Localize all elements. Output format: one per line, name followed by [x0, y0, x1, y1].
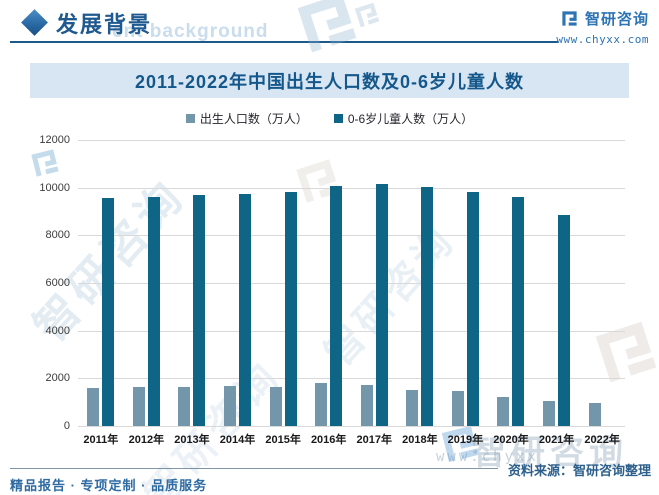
y-tick-label: 0	[63, 420, 70, 432]
x-tick-label: 2016年	[310, 434, 347, 446]
bar-group-2017年	[351, 140, 397, 426]
gridline	[78, 426, 625, 427]
bar	[421, 187, 434, 426]
bar-group-2014年	[215, 140, 261, 426]
bar	[558, 214, 571, 426]
x-tick-label: 2014年	[219, 434, 256, 446]
brand-url-link[interactable]: www.chyxx.com	[556, 33, 649, 46]
diamond-bullet-icon	[21, 9, 48, 36]
x-tick-label: 2022年	[584, 434, 620, 446]
bar	[360, 384, 373, 426]
bar	[102, 198, 115, 426]
bar-group-2015年	[260, 140, 306, 426]
bar	[451, 391, 464, 426]
bar	[588, 403, 601, 426]
gridline	[78, 235, 625, 237]
x-tick-label: 2019年	[447, 434, 484, 446]
bar	[284, 192, 297, 426]
bar	[497, 397, 510, 426]
gridline	[78, 283, 625, 284]
y-tick-label: 4000	[45, 324, 70, 337]
chart-title-band: 2011-2022年中国出生人口数及0-6岁儿童人数	[30, 63, 629, 98]
x-tick-label: 2011年	[83, 434, 119, 446]
gridline	[78, 140, 625, 141]
legend-swatch-icon	[185, 114, 195, 123]
bar	[193, 194, 206, 426]
footer-tagline: 精品报告 · 专项定制 · 品质服务	[10, 478, 208, 493]
bar	[224, 385, 237, 426]
bar	[147, 196, 160, 426]
legend-item: 0-6岁儿童人数（万人）	[333, 110, 474, 127]
brand-logo-icon	[560, 9, 579, 28]
bar	[466, 191, 479, 426]
footer-divider	[10, 468, 498, 469]
bar	[330, 186, 343, 426]
bar-group-2016年	[306, 140, 352, 426]
bar-series-container	[78, 140, 625, 426]
gridline	[78, 330, 625, 332]
y-tick-label: 8000	[45, 229, 70, 242]
watermark-logo-icon	[288, 0, 366, 62]
bar-group-2012年	[124, 140, 170, 426]
x-tick-label: 2017年	[356, 434, 392, 446]
y-tick-label: 2000	[45, 372, 70, 385]
x-axis-labels: 2011年 2012年 2013年 2014年 2015年 2016年 2017年 2018年…	[78, 431, 625, 447]
source-note: 资料来源：智研咨询整理	[507, 463, 651, 478]
y-tick-label: 6000	[45, 277, 70, 289]
bar	[315, 383, 328, 426]
x-tick-label: 2013年	[174, 434, 210, 446]
y-tick-label: 12000	[39, 134, 70, 146]
bar	[375, 183, 388, 426]
bar-group-2011年	[78, 140, 124, 426]
chart-legend: 出生人口数（万人） 0-6岁儿童人数（万人）	[0, 110, 659, 127]
bar-group-2022年	[579, 140, 625, 426]
legend-item: 出生人口数（万人）	[185, 110, 308, 127]
bar	[239, 193, 252, 426]
x-tick-label: 2018年	[402, 434, 438, 446]
header-divider	[10, 41, 558, 43]
bar-group-2013年	[169, 140, 215, 426]
x-tick-label: 2020年	[493, 434, 529, 446]
bar	[269, 386, 282, 426]
x-tick-label: 2015年	[265, 434, 301, 446]
gridline	[78, 378, 625, 380]
brand-block: 智研咨询 www.chyxx.com	[556, 8, 649, 46]
bar-group-2021年	[534, 140, 580, 426]
section-title-ghost: ent background	[112, 21, 269, 42]
x-tick-label: 2021年	[538, 434, 575, 446]
page-title: 发展背景	[56, 12, 153, 37]
bar	[132, 387, 145, 426]
bar	[543, 400, 556, 426]
y-axis-labels: 0 2000 4000 6000 8000 10000 12000	[8, 134, 70, 432]
bar-group-2018年	[397, 140, 443, 426]
bar-group-2019年	[443, 140, 489, 426]
legend-swatch-icon	[333, 114, 343, 123]
x-tick-label: 2012年	[128, 434, 165, 446]
chart-plot-area	[78, 140, 625, 427]
legend-label: 出生人口数（万人）	[199, 112, 308, 126]
bar	[512, 197, 525, 426]
y-tick-label: 10000	[39, 181, 70, 194]
bar	[87, 387, 100, 426]
legend-label: 0-6岁儿童人数（万人）	[347, 112, 474, 126]
brand-name: 智研咨询	[584, 11, 649, 28]
chart-title: 2011-2022年中国出生人口数及0-6岁儿童人数	[134, 71, 525, 92]
gridline	[78, 187, 625, 189]
bar	[178, 386, 191, 426]
bar	[406, 389, 419, 426]
bar-group-2020年	[488, 140, 534, 426]
watermark-logo-icon	[351, 0, 384, 31]
